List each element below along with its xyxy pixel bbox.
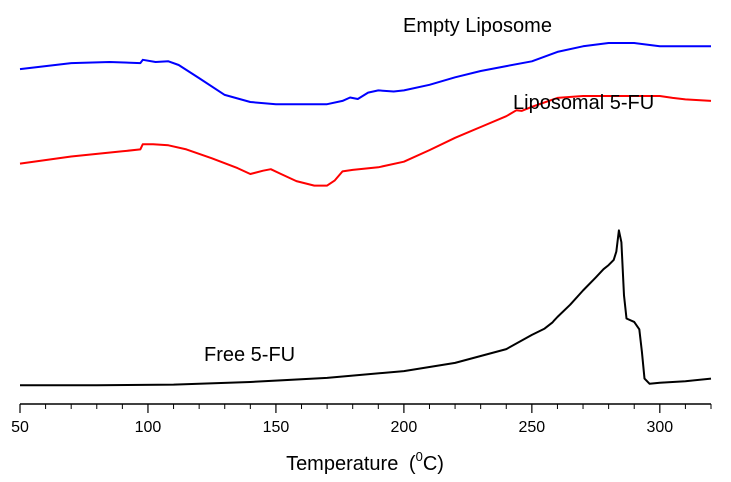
x-axis-title-superscript: 0 [416,449,423,464]
x-tick-label: 200 [391,419,418,436]
series-labels: Empty Liposome Liposomal 5-FU Free 5-FU [204,15,654,366]
x-tick-label: 150 [263,419,290,436]
series-line-liposomal-5-fu [19,95,712,187]
x-axis-title-paren-open: ( [409,453,416,475]
label-liposomal-5fu: Liposomal 5-FU [513,92,654,114]
x-tick-label: 100 [135,419,162,436]
series-line-empty-liposome [19,42,711,106]
x-axis: 50 100 150 200 250 300 [11,403,712,436]
series-line-free-5-fu [20,229,712,387]
x-tick-label: 250 [519,419,546,436]
x-tick-label: 50 [11,419,29,436]
label-free-5fu: Free 5-FU [204,344,295,366]
x-axis-title-unit: C) [423,453,444,475]
x-axis-title-text: Temperature [286,453,398,475]
plot-area [19,42,712,387]
x-tick-label: 300 [646,419,673,436]
label-empty-liposome: Empty Liposome [403,15,552,37]
x-axis-title: Temperature (0C) [286,449,444,475]
